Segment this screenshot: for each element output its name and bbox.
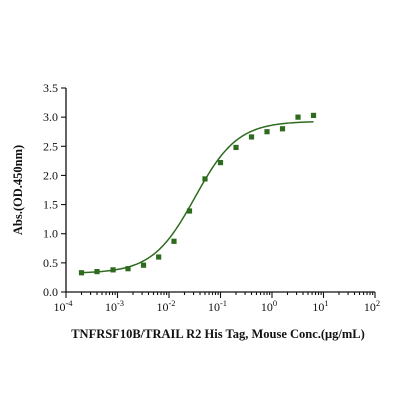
data-point [310, 112, 317, 118]
data-point [264, 129, 270, 135]
data-point [248, 134, 255, 140]
data-point [171, 238, 177, 244]
data-point [110, 267, 116, 273]
data-point [202, 176, 208, 182]
data-point [233, 144, 239, 151]
data-point [94, 269, 100, 275]
fit-curve [81, 121, 314, 274]
y-tick-label: 2.0 [43, 168, 58, 182]
x-tick-label: 100 [261, 298, 277, 314]
x-tick-label: 101 [312, 298, 328, 314]
y-tick-label: 3.0 [43, 110, 58, 124]
data-point [217, 160, 224, 166]
y-tick-label: 1.5 [43, 198, 58, 212]
data-point [156, 254, 162, 260]
data-point [140, 262, 147, 268]
data-point [125, 266, 131, 272]
x-tick-label: 10-4 [53, 298, 73, 314]
data-point [295, 114, 301, 120]
data-point [78, 270, 85, 276]
x-tick-label: 10-3 [105, 298, 124, 314]
axes [65, 88, 375, 293]
x-tick-label: 10-1 [208, 298, 227, 314]
y-tick-label: 2.5 [43, 139, 58, 153]
y-tick-label: 0.0 [43, 285, 58, 299]
ticks: 0.0 0.5 1.0 1.5 2.0 2.5 3.0 3.5 10-4 10-3 10-2 10-1… [43, 81, 380, 314]
plot-area [78, 112, 317, 276]
x-axis-title: TNFRSF10B/TRAIL R2 His Tag, Mouse Conc.(… [71, 327, 365, 341]
x-tick-label: 10-2 [156, 298, 175, 314]
y-tick-label: 3.5 [43, 81, 58, 95]
data-point [279, 126, 286, 132]
y-axis-title: Abs.(OD.450nm) [11, 145, 25, 235]
data-point [186, 208, 193, 214]
y-tick-label: 1.0 [43, 227, 58, 241]
y-tick-label: 0.5 [43, 256, 58, 270]
x-tick-label: 102 [364, 298, 380, 314]
